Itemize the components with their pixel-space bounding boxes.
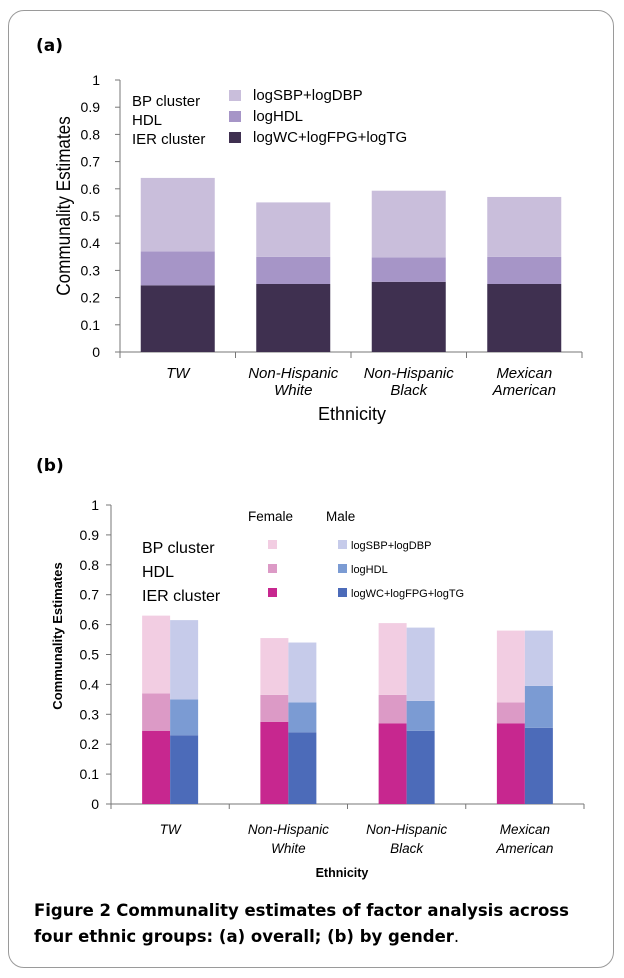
figure-frame: [8, 10, 614, 968]
panel-a-label: (a): [36, 36, 64, 56]
caption-lead: Figure 2: [34, 901, 112, 920]
figure-caption: Figure 2 Communality estimates of factor…: [34, 898, 604, 950]
caption-text: Communality estimates of factor analysis…: [34, 901, 569, 946]
caption-end: .: [453, 927, 460, 946]
panel-b-label: (b): [36, 456, 64, 476]
